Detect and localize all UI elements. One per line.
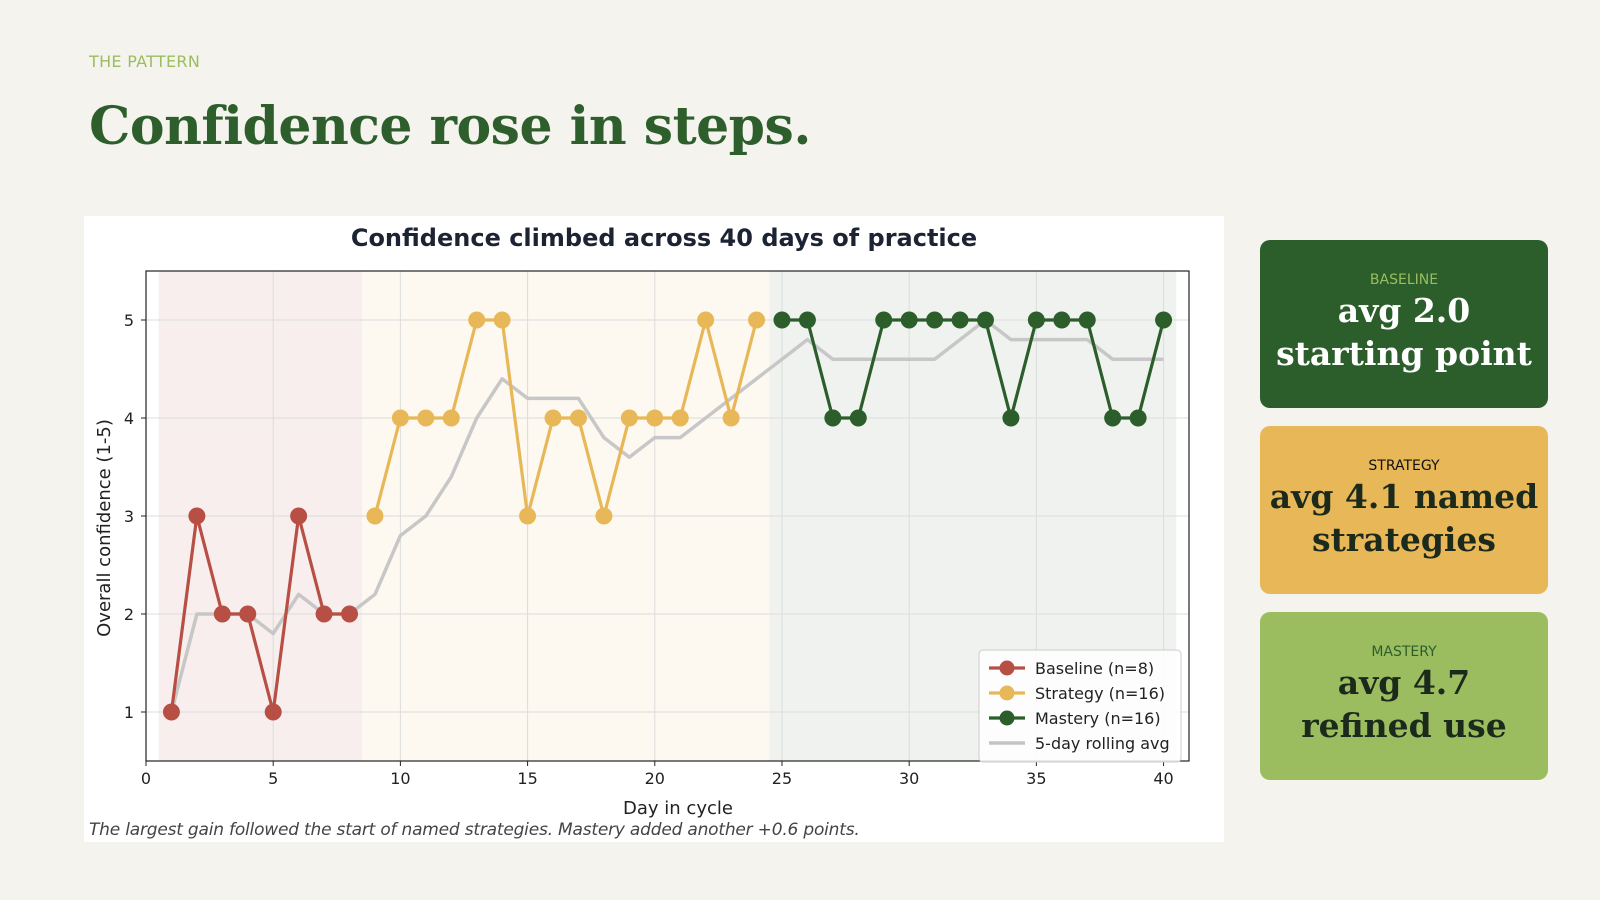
data-point-mastery [926,311,944,329]
data-point-mastery [798,311,816,329]
data-point-mastery [1002,409,1020,427]
page-title: Confidence rose in steps. [89,96,811,157]
baseline-summary-card: BASELINE avg 2.0 starting point [1260,240,1548,408]
data-point-baseline [213,605,231,623]
data-point-mastery [824,409,842,427]
legend-entry-label: Mastery (n=16) [1035,709,1161,728]
data-point-strategy [468,311,486,329]
y-tick-label: 4 [124,409,134,428]
legend-swatch-marker [999,660,1015,676]
chart-panel: 0 5 10 15 20 25 30 35 40 1 2 3 4 5 Confidence climbed… [84,216,1224,842]
data-point-mastery [1129,409,1147,427]
data-point-strategy [671,409,689,427]
chart-title: Confidence climbed across 40 days of pra… [351,224,977,252]
data-point-mastery [976,311,994,329]
confidence-line-chart: 0 5 10 15 20 25 30 35 40 1 2 3 4 5 Confidence climbed… [94,224,1190,819]
y-tick-label: 2 [124,605,134,624]
data-point-strategy [748,311,766,329]
chart-caption: The largest gain followed the start of n… [89,820,860,840]
data-point-baseline [341,605,359,623]
eyebrow-label: THE PATTERN [89,52,201,71]
mastery-card-value: avg 4.7 refined use [1301,663,1507,745]
data-point-baseline [239,605,257,623]
data-point-mastery [1053,311,1071,329]
x-tick-label: 35 [1026,769,1046,788]
data-point-strategy [646,409,664,427]
mastery-card-label: MASTERY [1371,644,1437,661]
data-point-strategy [366,507,384,525]
data-point-strategy [722,409,740,427]
data-point-baseline [315,605,333,623]
data-point-strategy [544,409,562,427]
data-point-baseline [290,507,308,525]
strategy-card-value: avg 4.1 named strategies [1269,477,1539,559]
series-line-baseline [169,514,350,714]
baseline-card-value: avg 2.0 starting point [1276,291,1532,373]
data-point-baseline [162,703,180,721]
data-point-strategy [442,409,460,427]
series-line-mastery [781,318,1166,420]
series-line-strategy [373,318,759,518]
data-point-mastery [1155,311,1173,329]
data-point-mastery [773,311,791,329]
data-point-mastery [1078,311,1096,329]
data-point-strategy [697,311,715,329]
baseline-card-label: BASELINE [1369,272,1439,289]
y-tick-label: 3 [124,507,134,526]
data-point-baseline [264,703,282,721]
data-point-strategy [417,409,435,427]
data-point-strategy [620,409,638,427]
x-tick-label: 30 [899,769,919,788]
data-point-mastery [900,311,918,329]
x-tick-label: 40 [1153,769,1173,788]
x-tick-label: 25 [772,769,792,788]
data-point-mastery [849,409,867,427]
data-point-baseline [188,507,206,525]
data-point-mastery [1027,311,1045,329]
x-axis-label: Day in cycle [623,798,733,819]
mastery-summary-card: MASTERY avg 4.7 refined use [1260,612,1548,780]
y-tick-label: 5 [124,311,134,330]
x-tick-label: 20 [645,769,665,788]
y-axis-label: Overall confidence (1-5) [94,419,115,637]
data-point-strategy [391,409,409,427]
legend-swatch-marker [999,710,1015,726]
data-point-strategy [519,507,537,525]
data-point-mastery [951,311,969,329]
data-point-strategy [493,311,511,329]
chart-legend: Baseline (n=8) Strategy (n=16) Mastery (n=… [978,649,1182,763]
strategy-card-label: STRATEGY [1368,458,1440,475]
strategy-summary-card: STRATEGY avg 4.1 named strategies [1260,426,1548,594]
data-point-strategy [595,507,613,525]
x-tick-label: 10 [390,769,410,788]
legend-entry-label: Strategy (n=16) [1035,684,1165,703]
legend-entry-label: 5-day rolling avg [1035,734,1170,753]
legend-swatch-marker [999,685,1015,701]
data-point-strategy [569,409,587,427]
y-tick-label: 1 [124,703,134,722]
data-point-mastery [875,311,893,329]
x-tick-label: 0 [141,769,151,788]
legend-box [978,649,1182,763]
legend-entry-label: Baseline (n=8) [1035,659,1154,678]
data-point-mastery [1104,409,1122,427]
x-tick-label: 5 [268,769,278,788]
x-tick-label: 15 [517,769,537,788]
